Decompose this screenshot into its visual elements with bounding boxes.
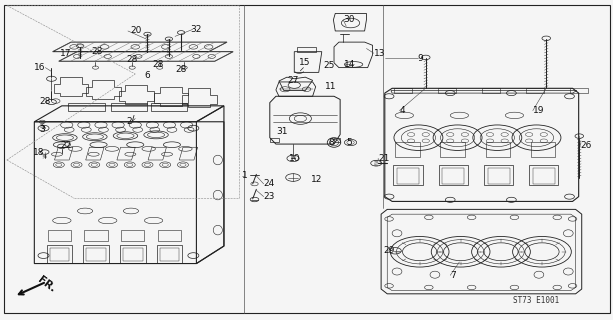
Bar: [482, 88, 500, 93]
Bar: [442, 168, 464, 184]
Bar: [526, 88, 544, 93]
Text: 28: 28: [153, 60, 164, 69]
Text: 7: 7: [450, 271, 456, 280]
Bar: [484, 165, 513, 186]
Bar: [438, 88, 456, 93]
Bar: [47, 245, 72, 263]
Text: 21: 21: [378, 154, 389, 163]
Bar: [570, 88, 588, 93]
Bar: [158, 230, 181, 241]
Text: 24: 24: [264, 180, 275, 188]
Text: 28: 28: [39, 97, 51, 106]
Text: 18: 18: [33, 148, 45, 156]
Bar: [531, 142, 555, 157]
Text: ST73 E1001: ST73 E1001: [513, 296, 560, 305]
Text: 10: 10: [289, 154, 301, 163]
Text: 26: 26: [581, 141, 592, 150]
Text: FR.: FR.: [36, 275, 58, 295]
Text: 11: 11: [325, 82, 337, 91]
Text: 29: 29: [384, 246, 395, 255]
Text: 12: 12: [311, 175, 323, 184]
Text: 30: 30: [343, 15, 355, 24]
Bar: [439, 165, 468, 186]
Text: 25: 25: [324, 60, 335, 69]
Bar: [441, 142, 465, 157]
Text: 4: 4: [400, 106, 405, 115]
Bar: [120, 245, 146, 263]
Text: 15: 15: [299, 58, 311, 67]
Text: 13: 13: [374, 49, 386, 58]
Text: 1: 1: [242, 172, 248, 180]
Text: 32: 32: [190, 25, 202, 34]
Bar: [86, 248, 106, 261]
Text: 19: 19: [533, 106, 544, 115]
Bar: [395, 142, 420, 157]
Text: 28: 28: [175, 65, 186, 74]
Text: 16: 16: [34, 63, 45, 72]
Text: 27: 27: [287, 76, 299, 85]
Bar: [397, 168, 419, 184]
Text: 28: 28: [126, 55, 137, 64]
Text: 17: 17: [60, 49, 72, 58]
Text: 3: 3: [39, 125, 45, 134]
Text: 23: 23: [264, 192, 275, 201]
Bar: [160, 248, 179, 261]
Bar: [485, 142, 510, 157]
Bar: [394, 165, 423, 186]
Text: 28: 28: [91, 47, 102, 56]
Bar: [487, 168, 509, 184]
Bar: [121, 230, 145, 241]
Bar: [83, 245, 109, 263]
Text: 14: 14: [345, 60, 356, 69]
Bar: [85, 230, 108, 241]
Text: 5: 5: [346, 138, 352, 147]
Bar: [48, 230, 71, 241]
Text: 20: 20: [131, 27, 142, 36]
Bar: [394, 88, 413, 93]
Bar: [50, 248, 69, 261]
Text: 2: 2: [126, 117, 132, 126]
Text: 8: 8: [328, 138, 333, 147]
Bar: [157, 245, 182, 263]
Text: 22: 22: [61, 141, 72, 150]
Text: 6: 6: [145, 71, 150, 80]
Bar: [529, 165, 558, 186]
Bar: [123, 248, 143, 261]
Bar: [297, 47, 316, 52]
Text: 31: 31: [276, 127, 288, 136]
Text: 9: 9: [418, 53, 424, 62]
Bar: [533, 168, 555, 184]
